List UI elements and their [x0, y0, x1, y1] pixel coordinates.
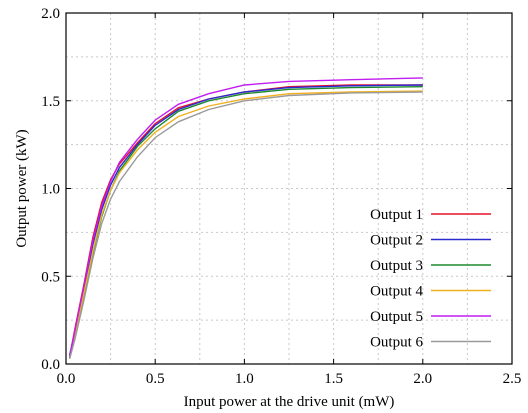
series-line-output-5 — [68, 77, 423, 358]
x-tick-label: 2.0 — [413, 371, 432, 387]
x-tick-label: 1.5 — [324, 371, 343, 387]
series-line-output-6 — [68, 91, 423, 359]
x-tick-label: 0.0 — [57, 371, 76, 387]
grid-lines — [66, 13, 512, 364]
y-tick-label: 0.0 — [41, 357, 60, 373]
x-tick-labels: 0.0 0.5 1.0 1.5 2.0 2.5 — [57, 371, 522, 387]
axis-ticks — [65, 12, 513, 365]
y-tick-label: 2.0 — [41, 6, 60, 22]
series-line-output-4 — [68, 90, 423, 358]
legend-label-output-3: Output 3 — [370, 258, 423, 274]
y-tick-labels: 0.0 0.5 1.0 1.5 2.0 — [41, 6, 60, 373]
legend: Output 1 Output 2 Output 3 Output 4 Output 5… — [370, 207, 491, 351]
legend-label-output-5: Output 5 — [370, 309, 423, 325]
legend-label-output-1: Output 1 — [370, 207, 423, 223]
y-axis-title: Output power (kW) — [14, 129, 30, 247]
y-tick-label: 0.5 — [41, 269, 60, 285]
legend-label-output-6: Output 6 — [370, 335, 423, 351]
series-lines — [68, 77, 423, 359]
legend-label-output-4: Output 4 — [370, 284, 423, 300]
x-axis-title: Input power at the drive unit (mW) — [184, 394, 395, 410]
y-tick-label: 1.0 — [41, 182, 60, 198]
legend-label-output-2: Output 2 — [370, 233, 423, 249]
x-tick-label: 1.0 — [235, 371, 254, 387]
x-tick-label: 0.5 — [146, 371, 165, 387]
y-tick-label: 1.5 — [41, 94, 60, 110]
x-tick-label: 2.5 — [503, 371, 522, 387]
